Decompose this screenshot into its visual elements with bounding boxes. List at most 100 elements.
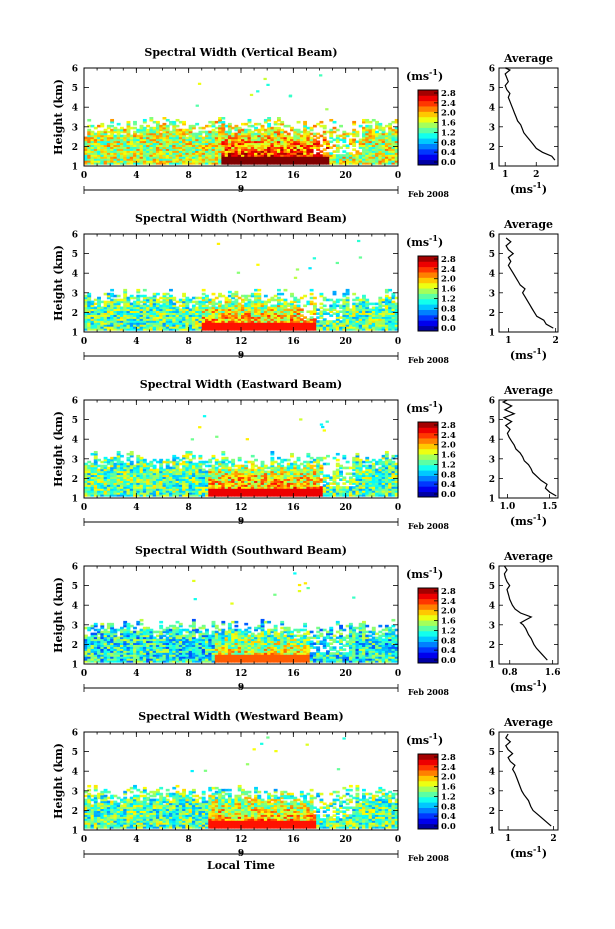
heatmap-cell [155, 494, 160, 497]
heatmap-cell [84, 314, 88, 317]
heatmap-cell [345, 144, 350, 147]
heatmap-cell [293, 468, 298, 472]
heatmap-cell [123, 130, 128, 134]
heatmap-cell [162, 150, 167, 153]
heatmap-cell [123, 320, 128, 323]
heatmap-cell [84, 158, 88, 161]
heatmap-cell [218, 130, 222, 134]
heatmap-cell [335, 312, 340, 315]
heatmap-cell [165, 488, 170, 491]
heatmap-cell [316, 464, 321, 468]
heatmap-cell [185, 492, 190, 495]
heatmap-cell [172, 142, 177, 146]
heatmap-cell [100, 328, 105, 331]
heatmap-cell [267, 156, 272, 159]
heatmap-cell [290, 310, 294, 313]
heatmap-cell [178, 472, 183, 476]
heatmap-cell [110, 154, 115, 157]
heatmap-cell [306, 310, 311, 313]
heatmap-cell [273, 146, 278, 149]
heatmap-cell [352, 308, 357, 312]
heatmap-cell [113, 304, 118, 308]
heatmap-cell [394, 130, 399, 134]
heatmap-cell [286, 458, 291, 462]
heatmap-cell [250, 140, 255, 144]
heatmap-cell [299, 486, 304, 489]
heatmap-cell [126, 462, 131, 466]
heatmap-cell [175, 486, 180, 489]
heatmap-cell [208, 138, 213, 142]
heatmap-cell [293, 484, 298, 487]
heatmap-cell [139, 482, 144, 485]
heatmap-cell [175, 142, 180, 146]
heatmap-cell [280, 158, 285, 161]
heatmap-cell [87, 300, 92, 304]
heatmap-cell [142, 318, 147, 321]
heatmap-cell [185, 132, 190, 136]
heatmap-cell [329, 160, 334, 163]
heatmap-cell [169, 480, 173, 483]
heatmap-cell [198, 324, 203, 327]
heatmap-cell [129, 296, 134, 300]
heatmap-cell [293, 296, 298, 300]
heatmap-cell [136, 138, 141, 142]
heatmap-cell [123, 296, 128, 300]
heatmap-cell [113, 310, 118, 313]
heatmap-cell [172, 458, 177, 462]
heatmap-cell [280, 136, 285, 140]
heatmap-cell [339, 328, 343, 331]
heatmap-cell [352, 156, 357, 159]
heatmap-cell [250, 462, 255, 466]
heatmap-cell [113, 490, 118, 493]
profile-x-label: (ms-1) [510, 180, 547, 196]
heatmap-cell [326, 328, 330, 331]
heatmap-cell [247, 146, 252, 149]
heatmap-cell [257, 470, 262, 474]
heatmap-cell [100, 146, 105, 149]
heatmap-cell [306, 162, 311, 165]
heatmap-cell [198, 454, 203, 458]
heatmap-cell [296, 316, 301, 319]
heatmap-cell [113, 130, 118, 134]
heatmap-cell [260, 316, 265, 319]
heatmap-cell [113, 302, 118, 306]
heatmap-cell [155, 156, 160, 159]
heatmap-cell [159, 306, 164, 310]
heatmap-cell [165, 298, 170, 302]
heatmap-cell [309, 312, 314, 315]
heatmap-cell [260, 300, 265, 304]
heatmap-cell [169, 466, 173, 470]
heatmap-cell [93, 324, 98, 327]
heatmap-cell [172, 140, 177, 144]
heatmap-cell [345, 310, 350, 313]
heatmap-cell [106, 130, 111, 134]
heatmap-cell [280, 308, 285, 312]
heatmap-cell [309, 296, 314, 300]
heatmap-cell [123, 302, 128, 306]
heatmap-cell [293, 490, 298, 493]
heatmap-cell [123, 136, 128, 140]
heatmap-cell [100, 464, 105, 468]
heatmap-cell [182, 132, 186, 136]
heatmap-cell [257, 156, 262, 159]
heatmap-cell [316, 474, 321, 478]
heatmap-cell [280, 324, 285, 327]
heatmap-cell [126, 490, 131, 493]
heatmap-cell [159, 154, 164, 157]
heatmap-cell [198, 490, 203, 493]
heatmap-cell [172, 454, 177, 458]
heatmap-cell [306, 126, 311, 130]
heatmap-cell [182, 484, 186, 487]
heatmap-cell [293, 310, 298, 313]
heatmap-cell [322, 296, 327, 300]
heatmap-cell [309, 486, 314, 489]
heatmap-cell [273, 138, 278, 142]
heatmap-cell [172, 486, 177, 489]
heatmap-cell [188, 450, 193, 454]
heatmap-cell [175, 462, 180, 466]
heatmap-cell [169, 326, 173, 329]
heatmap-cell [260, 154, 265, 157]
heatmap-cell [244, 326, 249, 329]
heatmap-cell [394, 128, 399, 132]
heatmap-cell [381, 140, 386, 144]
